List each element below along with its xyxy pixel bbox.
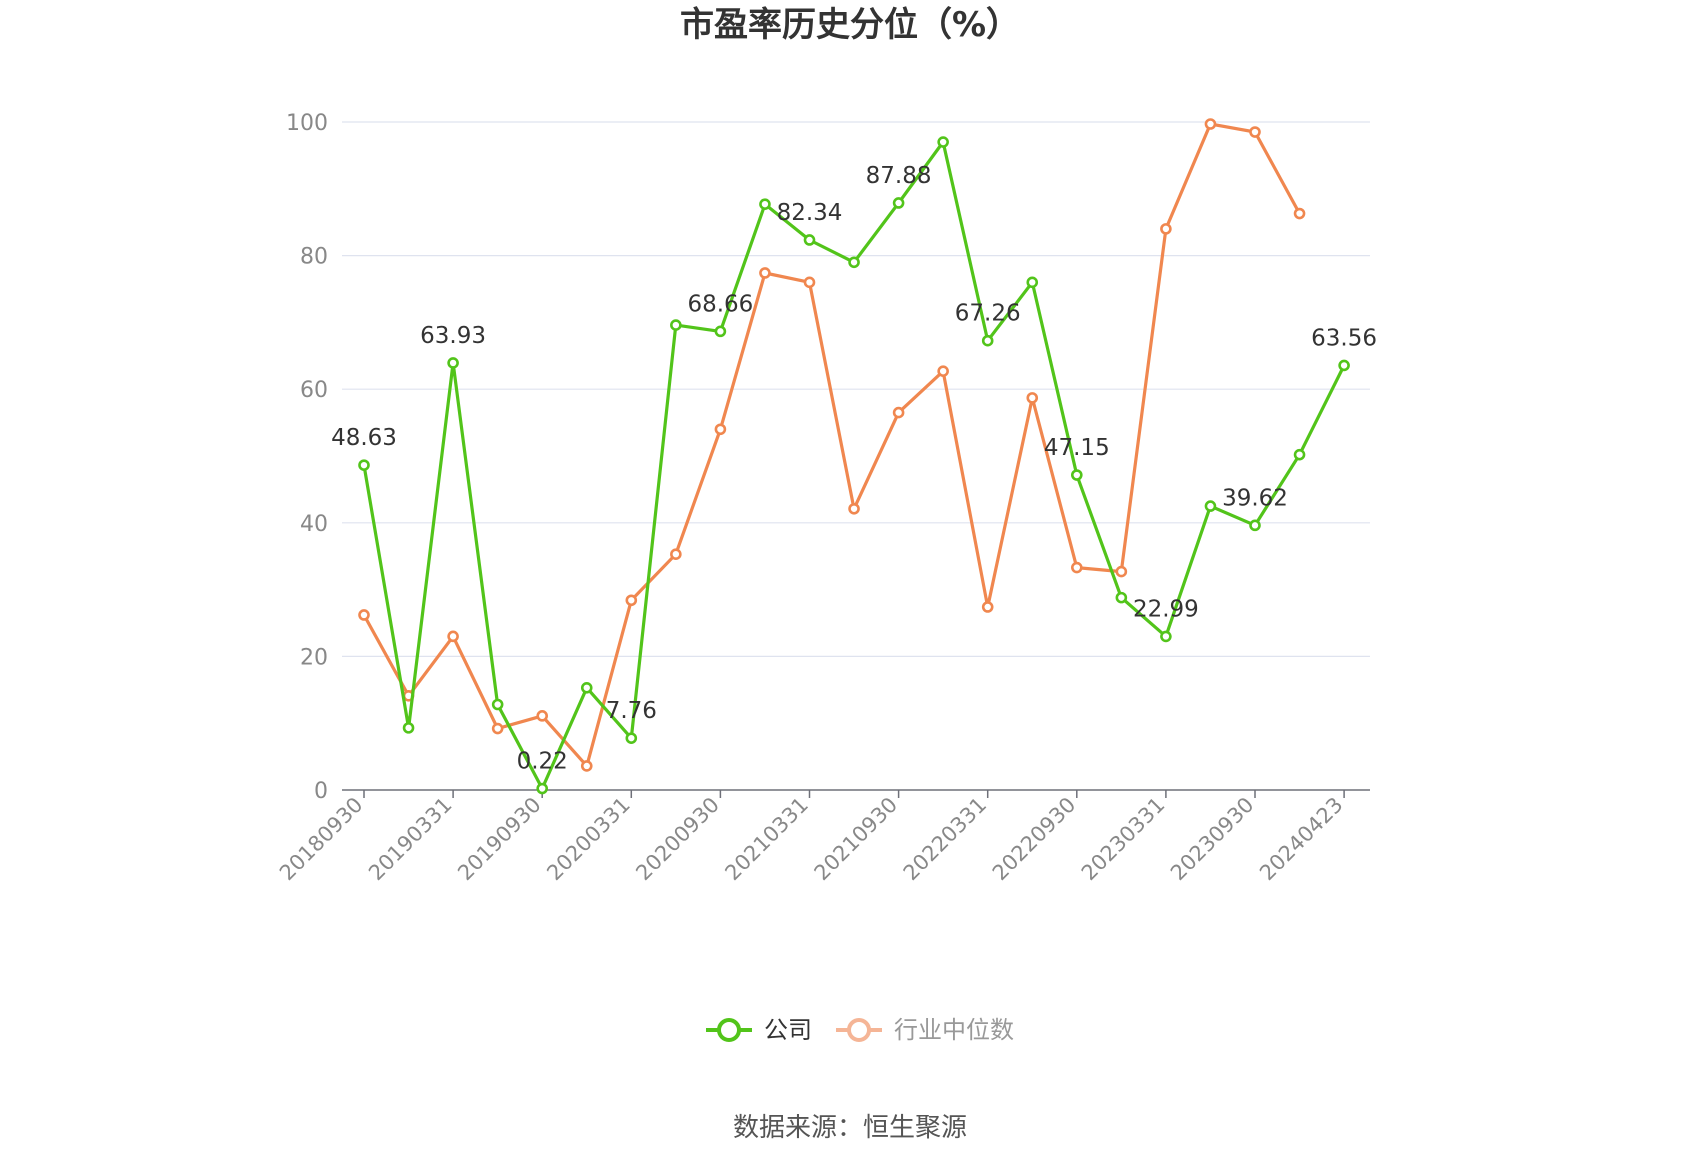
point-company[interactable] (1293, 448, 1306, 461)
y-tick-label: 100 (286, 111, 328, 136)
point-industry[interactable] (937, 365, 949, 377)
point-industry[interactable] (1115, 565, 1128, 578)
data-label: 0.22 (517, 749, 568, 775)
point-company[interactable] (714, 325, 727, 338)
point-company[interactable] (670, 319, 682, 331)
x-tick-label: 20230331 (1077, 793, 1170, 886)
point-company[interactable] (1115, 591, 1128, 604)
chart-title: 市盈率历史分位（%） (680, 5, 1020, 45)
legend-marker-industry (847, 1018, 871, 1042)
y-tick-label: 0 (314, 779, 328, 804)
point-industry[interactable] (1071, 561, 1083, 574)
x-tick-label: 20220930 (988, 793, 1081, 886)
series-line-company (362, 140, 1346, 791)
point-company[interactable] (1026, 276, 1039, 289)
grid (342, 121, 1370, 658)
data-label: 68.66 (687, 291, 753, 317)
point-industry[interactable] (580, 760, 593, 772)
point-industry[interactable] (981, 601, 994, 613)
point-company[interactable] (759, 198, 771, 210)
x-tick-label: 20200930 (631, 793, 724, 886)
data-label: 47.15 (1044, 435, 1110, 461)
x-tick-label: 20210930 (810, 793, 903, 886)
point-company[interactable] (892, 197, 905, 209)
point-industry[interactable] (848, 502, 860, 515)
point-company[interactable] (1204, 500, 1217, 512)
point-industry[interactable] (670, 548, 682, 560)
data-label: 39.62 (1222, 485, 1288, 511)
point-industry[interactable] (759, 267, 771, 279)
point-industry[interactable] (1293, 207, 1306, 220)
point-company[interactable] (491, 698, 504, 711)
legend: 公司 行业中位数 (706, 1016, 1014, 1044)
x-tick-label: 20210331 (720, 793, 813, 886)
point-company[interactable] (981, 334, 994, 347)
x-tick-label: 20180930 (275, 793, 368, 886)
x-tick-label: 20230930 (1166, 793, 1259, 886)
axes: 0204060801002018093020190331201909302020… (275, 111, 1370, 885)
x-tick-label: 20240423 (1255, 793, 1348, 886)
data-label: 7.76 (606, 698, 657, 724)
y-tick-label: 60 (300, 378, 328, 403)
point-company[interactable] (1071, 469, 1083, 481)
x-tick-label: 20190331 (364, 793, 457, 886)
point-company[interactable] (1160, 630, 1172, 643)
data-label: 67.26 (955, 301, 1021, 327)
legend-label-company: 公司 (764, 1016, 812, 1044)
data-label: 48.63 (331, 425, 397, 451)
point-company[interactable] (1338, 359, 1350, 372)
point-industry[interactable] (1160, 223, 1172, 235)
point-company[interactable] (625, 732, 638, 744)
point-industry[interactable] (1249, 126, 1261, 138)
data-label: 63.93 (420, 323, 486, 349)
legend-marker-company (717, 1018, 741, 1042)
point-company[interactable] (358, 459, 370, 471)
point-company[interactable] (937, 136, 949, 148)
y-tick-label: 80 (300, 245, 328, 270)
data-label: 82.34 (777, 200, 843, 226)
point-company[interactable] (848, 256, 860, 269)
legend-item-industry[interactable]: 行业中位数 (836, 1016, 1014, 1044)
data-label: 63.56 (1311, 325, 1377, 351)
data-label: 87.88 (866, 163, 932, 189)
point-industry[interactable] (803, 276, 816, 289)
x-tick-label: 20220331 (899, 793, 992, 886)
point-industry[interactable] (358, 609, 370, 621)
point-industry[interactable] (892, 406, 905, 419)
point-industry[interactable] (625, 594, 638, 607)
y-tick-label: 40 (300, 512, 328, 537)
point-company[interactable] (447, 357, 459, 369)
point-company[interactable] (402, 722, 415, 734)
data-labels: 48.63 63.93 0.22 7.76 68.66 82.34 87.88 67.26 47… (331, 163, 1377, 775)
legend-label-industry: 行业中位数 (894, 1016, 1014, 1044)
point-company[interactable] (580, 681, 593, 694)
legend-item-company[interactable]: 公司 (706, 1016, 812, 1044)
data-label: 22.99 (1133, 596, 1199, 622)
source-text: 数据来源：恒生聚源 (733, 1113, 967, 1143)
series-line-industry (362, 122, 1301, 768)
y-tick-label: 20 (300, 645, 328, 670)
point-industry[interactable] (447, 630, 459, 643)
point-industry[interactable] (1026, 392, 1039, 404)
point-company[interactable] (803, 234, 816, 246)
series (358, 118, 1350, 795)
point-industry[interactable] (1204, 118, 1217, 130)
point-industry[interactable] (536, 710, 549, 722)
point-industry[interactable] (714, 423, 727, 436)
point-industry[interactable] (491, 722, 504, 735)
x-tick-label: 20190930 (453, 793, 546, 886)
point-company[interactable] (536, 782, 549, 795)
x-tick-label: 20200331 (542, 793, 635, 886)
point-company[interactable] (1249, 519, 1261, 532)
